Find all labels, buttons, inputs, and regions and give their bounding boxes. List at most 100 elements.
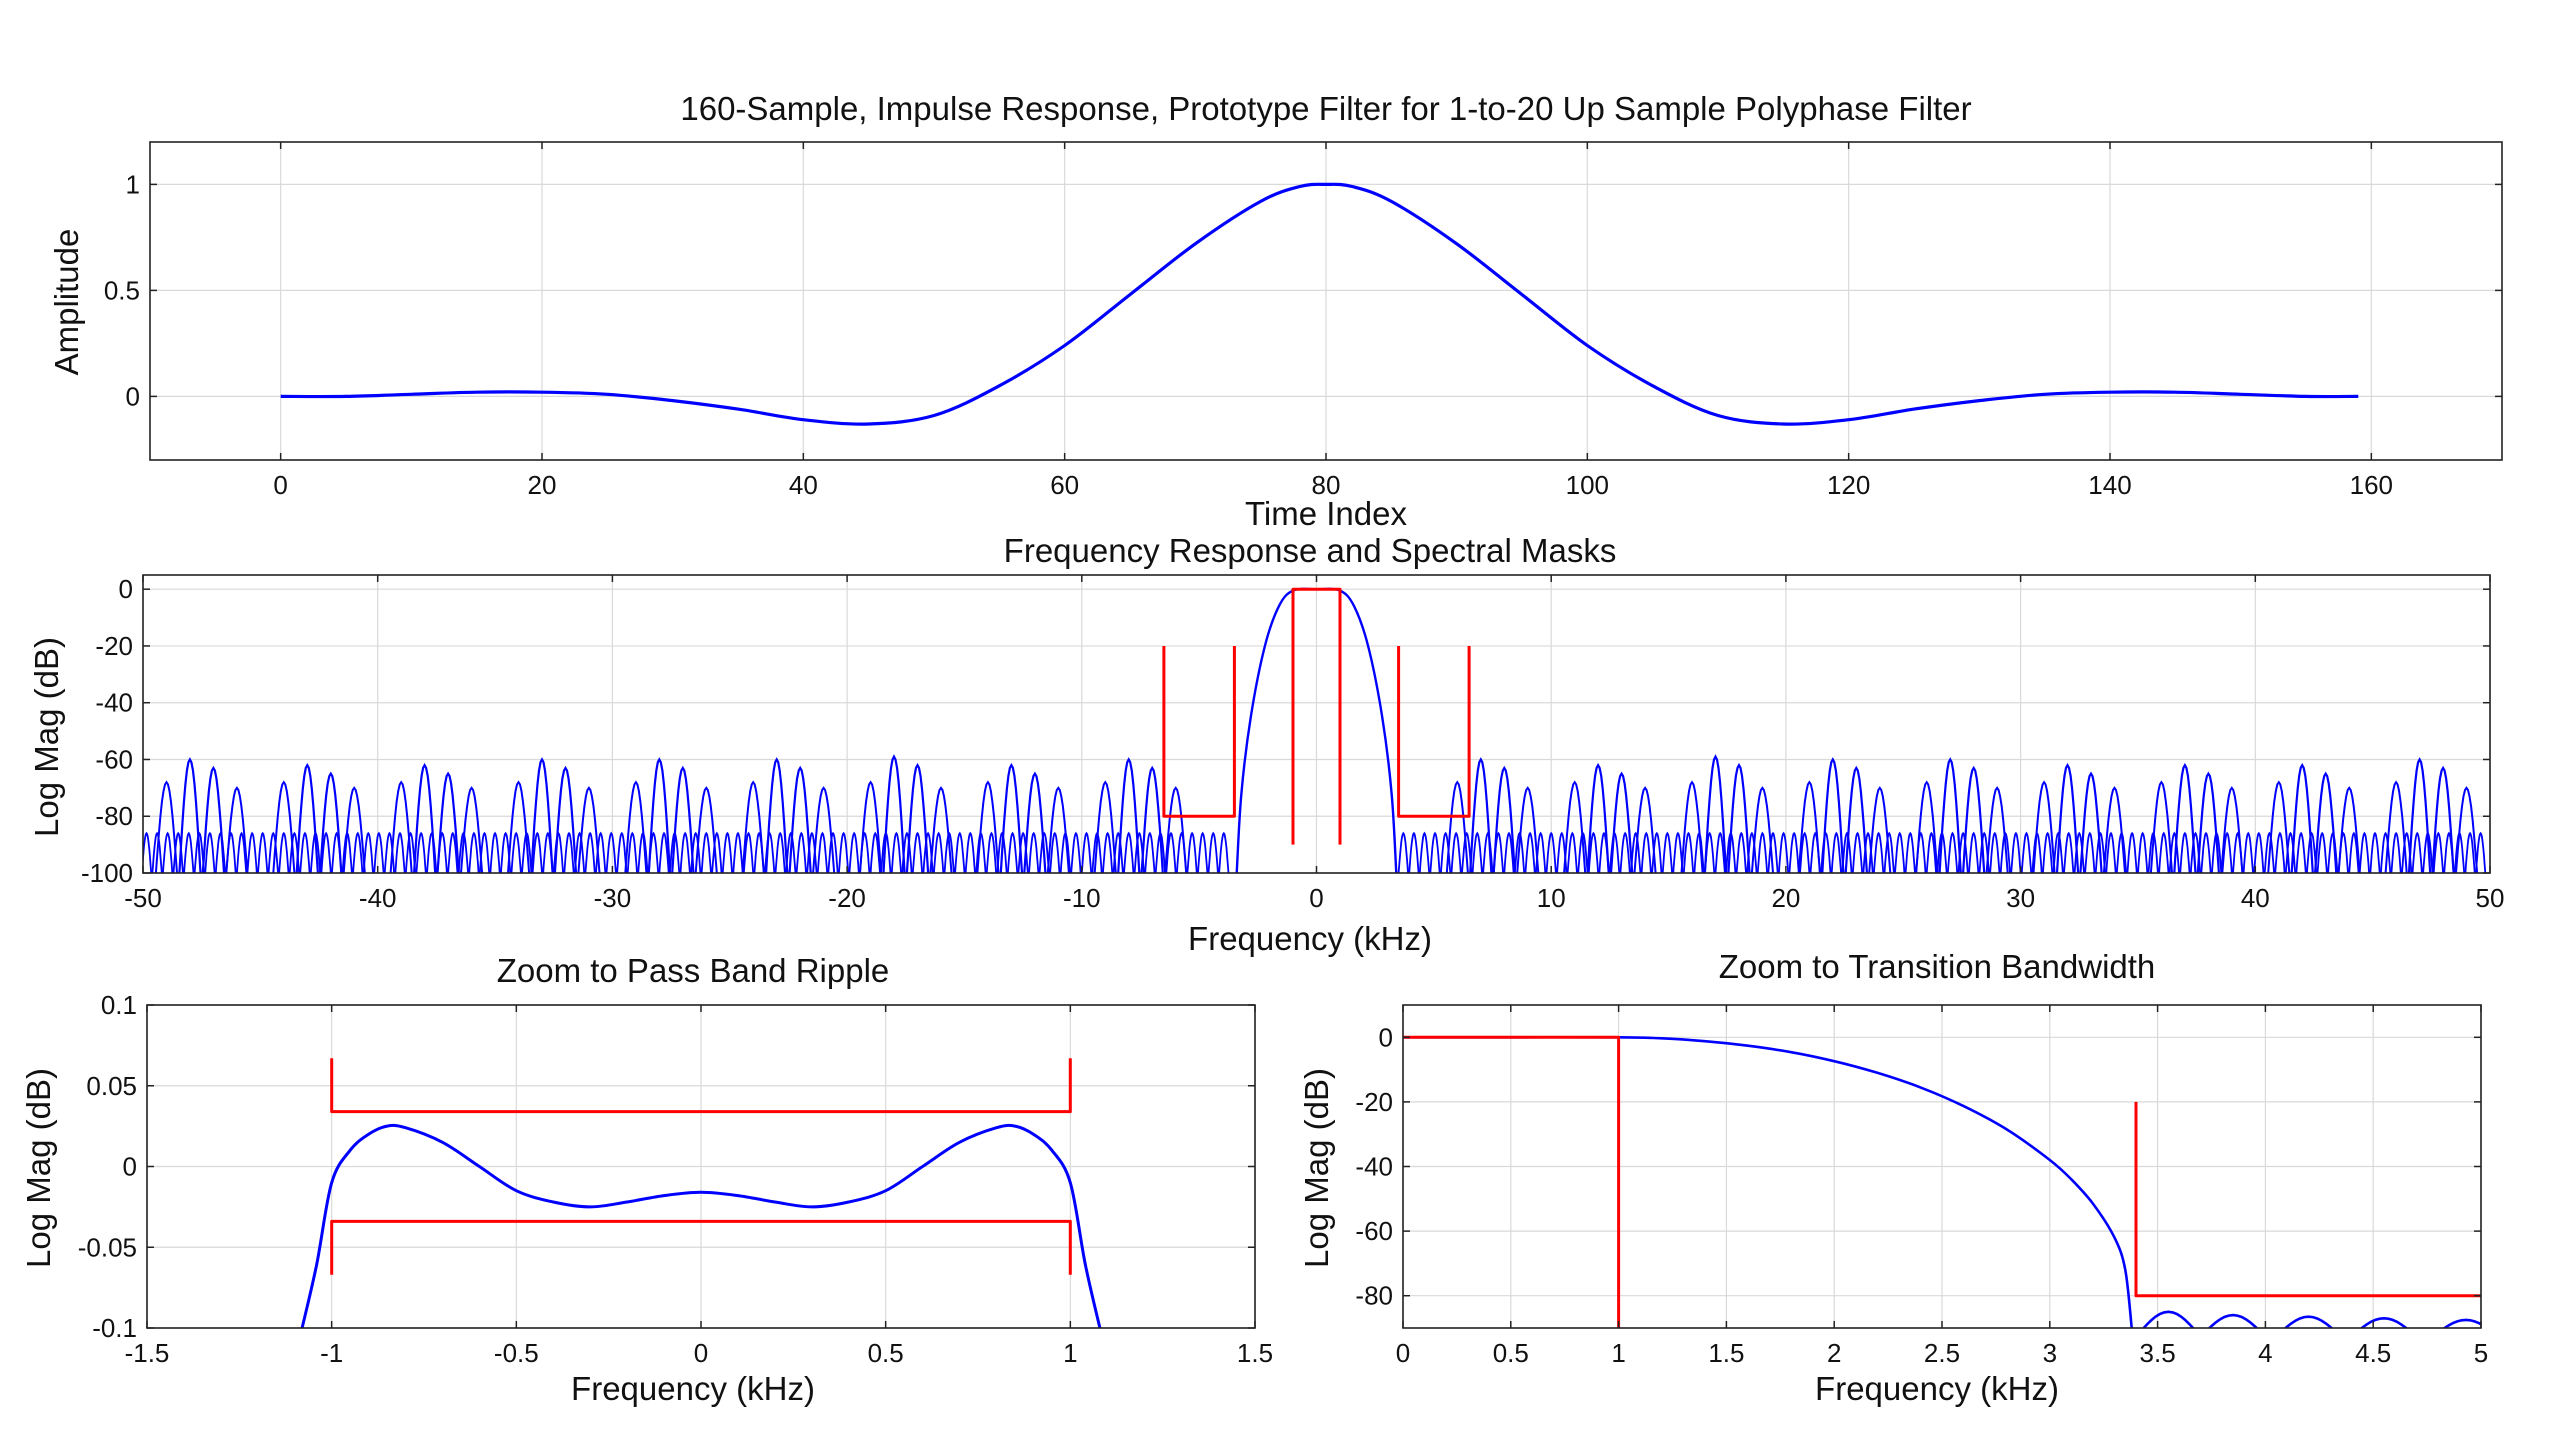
x-tick-label: 0.5	[868, 1338, 904, 1368]
y-tick-label: 0.05	[86, 1071, 137, 1101]
y-tick-label: 0	[119, 574, 133, 604]
stopband-sidelobe	[1207, 831, 1219, 873]
x-tick-label: 4	[2258, 1338, 2272, 1368]
image-sidelobe	[1680, 780, 1704, 873]
stopband-sidelobe	[2475, 831, 2487, 873]
stopband-sidelobe	[2380, 831, 2392, 873]
image-sidelobe	[2267, 780, 2291, 873]
stopband-sidelobe	[2263, 831, 2275, 873]
x-tick-label: 1.5	[1708, 1338, 1744, 1368]
stopband-sidelobe	[658, 831, 670, 873]
transition-xlabel: Frequency (kHz)	[1815, 1370, 2059, 1407]
stopband-sidelobe	[563, 831, 575, 873]
stopband-sidelobe	[1545, 831, 1557, 873]
frequency-response-plot: Frequency Response and Spectral Masks Fr…	[28, 532, 2504, 957]
stopband-sidelobe	[1028, 831, 1040, 873]
x-tick-label: 160	[2350, 470, 2393, 500]
stopband-sidelobe	[183, 831, 195, 873]
stopband-sidelobe	[1197, 831, 1209, 873]
x-tick-label: 3.5	[2140, 1338, 2176, 1368]
passband-ylabel: Log Mag (dB)	[20, 1068, 57, 1268]
image-sidelobe	[1633, 786, 1657, 873]
x-tick-label: 140	[2088, 470, 2131, 500]
stopband-sidelobe	[405, 831, 417, 873]
x-tick-label: -30	[594, 883, 632, 913]
transition-sidelobe	[2442, 1318, 2481, 1328]
stopband-sidelobe	[1102, 831, 1114, 873]
stopband-sidelobe	[1756, 831, 1768, 873]
image-sidelobe	[929, 786, 953, 873]
image-sidelobe	[671, 765, 695, 873]
image-sidelobe	[225, 786, 249, 873]
stopband-sidelobe	[1735, 831, 1747, 873]
x-tick-label: 3	[2043, 1338, 2057, 1368]
plot-area	[280, 182, 2359, 426]
image-sidelobe	[741, 780, 765, 873]
image-sidelobe	[2055, 762, 2080, 873]
y-tick-label: 0	[1379, 1022, 1393, 1052]
stopband-sidelobe	[1218, 831, 1230, 873]
passband-title: Zoom to Pass Band Ripple	[497, 952, 890, 989]
image-sidelobe	[413, 762, 437, 873]
image-sidelobe	[1938, 757, 1962, 873]
freq-ylabel: Log Mag (dB)	[28, 637, 65, 837]
image-sidelobe	[553, 765, 578, 873]
stopband-sidelobe	[236, 831, 248, 873]
image-sidelobe	[859, 780, 883, 873]
stopband-sidelobe	[1123, 831, 1135, 873]
grid-lines	[150, 142, 2502, 460]
image-sidelobe	[2079, 771, 2103, 873]
image-sidelobe	[178, 757, 202, 873]
passband-xlabel: Frequency (kHz)	[571, 1370, 815, 1407]
image-sidelobe	[1023, 771, 1047, 873]
image-sidelobe	[342, 786, 366, 873]
x-tick-label: 100	[1566, 470, 1609, 500]
y-tick-label: 0	[126, 381, 140, 411]
x-tick-label: -20	[828, 883, 866, 913]
spectral-mask	[1291, 587, 1342, 845]
stopband-sidelobe	[996, 831, 1008, 873]
image-sidelobe	[1563, 780, 1587, 873]
impulse-response-line	[280, 182, 2359, 426]
stopband-sidelobe	[573, 831, 586, 873]
transition-sidelobe	[2207, 1313, 2259, 1328]
stopband-sidelobe	[2274, 831, 2286, 873]
stopband-sidelobe	[1767, 831, 1779, 873]
transition-mask	[1403, 1035, 1621, 1328]
stopband-sidelobe	[2348, 831, 2360, 873]
image-sidelobe	[2290, 762, 2314, 873]
image-sidelobe	[530, 757, 554, 873]
image-sidelobe	[1868, 786, 1892, 873]
x-tick-label: 60	[1050, 470, 1079, 500]
x-tick-label: 50	[2476, 883, 2505, 913]
stopband-sidelobe	[848, 831, 860, 873]
x-tick-label: 1	[1063, 1338, 1077, 1368]
freq-axes: -50 -40 -30 -20 -10 0 10 20 30 40 50-100-80-60-40-…	[81, 574, 2505, 913]
y-tick-label: -60	[95, 744, 133, 774]
stopband-sidelobe	[827, 831, 839, 873]
image-sidelobe	[812, 786, 836, 873]
transition-sidelobe	[2359, 1316, 2409, 1328]
stopband-sidelobe	[1450, 831, 1462, 873]
stopband-sidelobe	[278, 831, 290, 873]
stopband-sidelobe	[1904, 831, 1916, 873]
stopband-sidelobe	[2042, 831, 2054, 873]
stopband-sidelobe	[1661, 831, 1673, 873]
stopband-sidelobe	[1408, 831, 1420, 873]
stopband-sidelobe	[732, 831, 744, 873]
stopband-sidelobe	[2358, 831, 2370, 873]
stopband-sidelobe	[1049, 831, 1061, 873]
image-sidelobe	[1140, 765, 1164, 873]
stopband-sidelobe	[1566, 831, 1578, 873]
image-sidelobe	[1609, 771, 1634, 873]
y-tick-label: -40	[1355, 1152, 1393, 1182]
stopband-sidelobe	[1397, 831, 1409, 873]
spectral-mask	[1162, 646, 1236, 818]
image-sidelobe	[2407, 757, 2432, 873]
stopband-sidelobe	[2316, 831, 2328, 873]
image-sidelobe	[2102, 786, 2126, 873]
image-sidelobe	[1821, 757, 1845, 873]
stopband-sidelobe	[1630, 831, 1642, 873]
stopband-sidelobe	[1418, 831, 1431, 873]
stopband-sidelobe	[1788, 831, 1800, 873]
